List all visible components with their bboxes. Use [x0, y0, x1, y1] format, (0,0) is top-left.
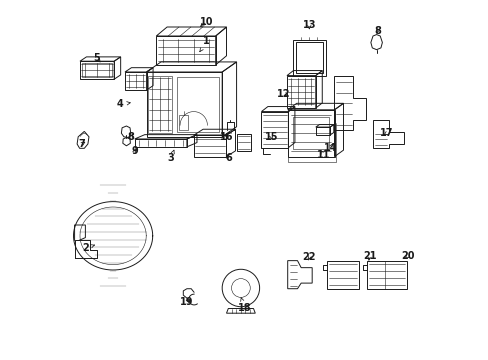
Text: 13: 13: [302, 20, 315, 30]
Text: 3: 3: [167, 150, 174, 163]
Bar: [81, 63, 112, 77]
Text: 10: 10: [200, 17, 213, 27]
Text: 8: 8: [127, 132, 134, 142]
Bar: [148, 76, 171, 133]
Text: 22: 22: [302, 252, 315, 262]
Bar: [179, 115, 187, 130]
Text: 15: 15: [264, 132, 278, 142]
Text: 20: 20: [401, 251, 414, 261]
Text: 18: 18: [237, 297, 251, 313]
Text: 16: 16: [219, 132, 233, 142]
Text: 11: 11: [316, 150, 330, 160]
Text: 5: 5: [93, 53, 100, 63]
Text: 17: 17: [379, 128, 393, 138]
Text: 21: 21: [362, 251, 376, 261]
Text: 19: 19: [180, 297, 193, 307]
Text: 1: 1: [200, 36, 210, 52]
Text: 9: 9: [131, 146, 138, 156]
Bar: [292, 117, 328, 149]
Text: 7: 7: [78, 139, 85, 149]
Bar: [177, 77, 218, 132]
Text: 14: 14: [324, 143, 337, 153]
Text: 2: 2: [82, 243, 94, 253]
Bar: [295, 42, 322, 73]
Text: 8: 8: [373, 26, 380, 36]
Text: 4: 4: [117, 99, 130, 109]
Text: 6: 6: [224, 153, 231, 163]
Text: 12: 12: [277, 89, 290, 99]
